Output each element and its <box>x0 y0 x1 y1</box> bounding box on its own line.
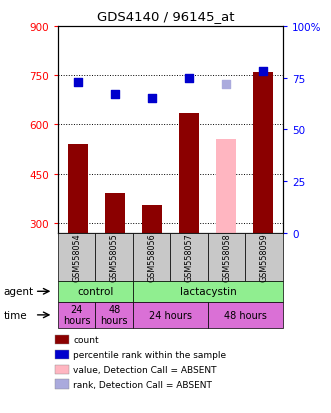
Text: GSM558059: GSM558059 <box>260 233 269 281</box>
Text: control: control <box>77 287 114 297</box>
Point <box>75 79 81 86</box>
Bar <box>142 206 162 233</box>
Text: GSM558055: GSM558055 <box>110 233 119 281</box>
Bar <box>68 145 88 233</box>
Text: agent: agent <box>3 287 33 297</box>
Bar <box>179 114 199 233</box>
Point <box>260 69 265 76</box>
Text: GSM558056: GSM558056 <box>147 233 156 281</box>
Text: 48
hours: 48 hours <box>100 305 128 325</box>
Text: 48 hours: 48 hours <box>224 310 267 320</box>
Point <box>223 81 228 88</box>
Text: time: time <box>3 310 27 320</box>
Point <box>149 96 155 102</box>
Text: GSM558058: GSM558058 <box>222 233 231 281</box>
Text: 24 hours: 24 hours <box>149 310 192 320</box>
Bar <box>105 194 125 233</box>
Text: count: count <box>73 335 99 344</box>
Text: 24
hours: 24 hours <box>63 305 90 325</box>
Text: percentile rank within the sample: percentile rank within the sample <box>73 350 227 359</box>
Text: GSM558054: GSM558054 <box>72 233 81 281</box>
Point <box>113 92 118 98</box>
Bar <box>216 140 236 233</box>
Text: lactacystin: lactacystin <box>180 287 236 297</box>
Text: value, Detection Call = ABSENT: value, Detection Call = ABSENT <box>73 365 217 374</box>
Text: GSM558057: GSM558057 <box>185 233 194 281</box>
Bar <box>253 73 273 233</box>
Point <box>186 75 192 82</box>
Text: GDS4140 / 96145_at: GDS4140 / 96145_at <box>97 10 234 23</box>
Text: rank, Detection Call = ABSENT: rank, Detection Call = ABSENT <box>73 380 213 389</box>
